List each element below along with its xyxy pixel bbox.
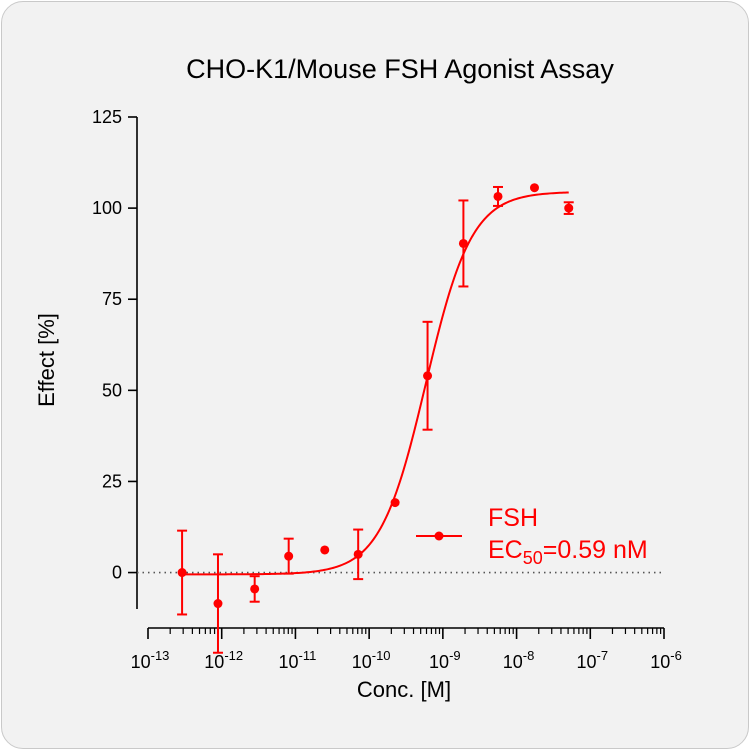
- y-tick-label: 25: [102, 471, 122, 491]
- legend-ec-prefix: EC: [488, 536, 523, 564]
- data-point: [284, 551, 294, 561]
- x-tick-exponent: -8: [523, 648, 535, 663]
- x-tick-exponent: -7: [597, 648, 609, 663]
- legend-ec-value: =0.59 nM: [543, 536, 648, 564]
- x-tick-label: 10-9: [429, 648, 461, 672]
- x-tick-base: 10: [429, 652, 449, 672]
- error-bars: [177, 185, 574, 654]
- legend-ec50: EC50=0.59 nM: [488, 536, 648, 568]
- y-tick-label: 125: [92, 107, 122, 127]
- data-point: [177, 568, 187, 578]
- x-tick-label: 10-13: [131, 648, 170, 672]
- data-point: [493, 191, 503, 201]
- data-point: [213, 599, 223, 609]
- x-axis: 10-13 10-12 10-11 10-10 10-9 10-8 10-7 10-6: [131, 627, 682, 672]
- x-axis-label: Conc. [M]: [357, 677, 451, 702]
- x-tick-label: 10-7: [576, 648, 608, 672]
- data-point: [458, 238, 468, 248]
- data-point: [320, 545, 330, 555]
- legend-ec-sub: 50: [523, 548, 543, 568]
- y-tick-label: 75: [102, 289, 122, 309]
- x-tick-base: 10: [278, 652, 298, 672]
- data-point: [250, 584, 260, 594]
- y-tick-label: 50: [102, 380, 122, 400]
- data-point: [353, 549, 363, 559]
- data-points: [177, 183, 574, 609]
- x-tick-base: 10: [352, 652, 372, 672]
- x-tick-base: 10: [204, 652, 224, 672]
- x-tick-base: 10: [576, 652, 596, 672]
- x-tick-exponent: -13: [151, 648, 170, 663]
- chart-title: CHO-K1/Mouse FSH Agonist Assay: [186, 54, 614, 84]
- y-axis-label: Effect [%]: [34, 313, 59, 407]
- x-tick-label: 10-10: [352, 648, 391, 672]
- x-tick-exponent: -12: [224, 648, 243, 663]
- fit-curve-group: [182, 191, 569, 576]
- x-tick-base: 10: [131, 652, 151, 672]
- x-tick-exponent: -11: [299, 648, 317, 663]
- x-tick-label: 10-8: [503, 648, 535, 672]
- x-tick-exponent: -6: [670, 648, 682, 663]
- legend: FSH EC50=0.59 nM: [416, 504, 648, 568]
- y-tick-label: 0: [112, 563, 122, 583]
- y-tick-label: 100: [92, 198, 122, 218]
- x-tick-label: 10-6: [650, 648, 682, 672]
- x-tick-exponent: -10: [372, 648, 391, 663]
- fit-curve: [182, 191, 569, 576]
- data-point: [390, 498, 400, 508]
- y-axis: 0 25 50 75 100 125: [92, 107, 138, 609]
- legend-series-name: FSH: [488, 504, 538, 532]
- x-tick-base: 10: [503, 652, 523, 672]
- legend-marker: [434, 531, 444, 541]
- data-point: [564, 203, 574, 213]
- x-tick-label: 10-12: [204, 648, 243, 672]
- x-tick-exponent: -9: [449, 648, 461, 663]
- x-tick-base: 10: [650, 652, 670, 672]
- data-point: [529, 183, 539, 193]
- data-point: [423, 371, 433, 381]
- x-tick-label: 10-11: [278, 648, 316, 672]
